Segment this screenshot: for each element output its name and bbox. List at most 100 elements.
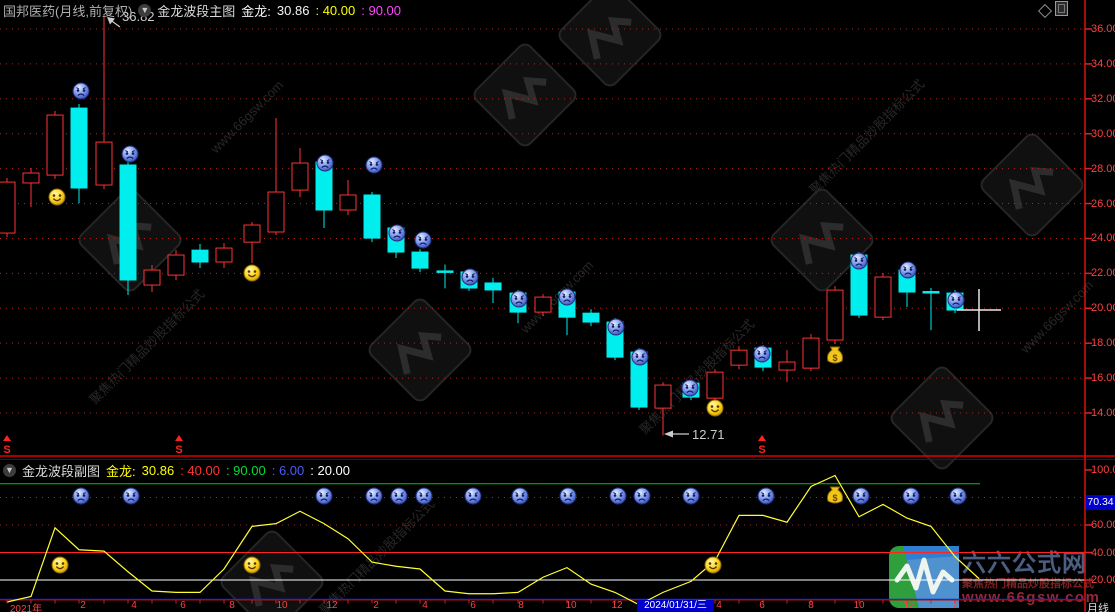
sub-param-2: : 40.00 — [180, 463, 220, 478]
sell-signal-marker: S — [758, 435, 766, 456]
svg-text:S: S — [758, 444, 765, 456]
svg-text:$: $ — [832, 493, 837, 503]
time-axis-label: 4 — [716, 600, 722, 611]
main-indicator-name: 金龙波段主图 — [157, 4, 236, 19]
sub-axis-label: 100.00 — [1091, 464, 1115, 476]
sad-face-icon — [415, 487, 433, 505]
candle[interactable] — [484, 277, 502, 304]
price-axis-label: 14.00 — [1091, 406, 1115, 419]
price-axis-label: 20.00 — [1091, 302, 1115, 315]
chevron-down-icon[interactable]: ▼ — [138, 4, 152, 17]
candle[interactable] — [778, 350, 796, 383]
sad-face-icon — [315, 487, 333, 505]
watermark-text: www.66gsw.com — [207, 78, 286, 157]
candle[interactable] — [46, 111, 64, 179]
main-chart-header: 国邦医药(月线,前复权) ▼ 金龙波段主图 金龙: 30.86 : 40.00 … — [3, 1, 401, 20]
candle[interactable] — [922, 288, 940, 331]
time-axis-label: 4 — [422, 600, 428, 611]
watermark-layer: www.66gsw.com www.66gsw.com 聚焦热门精品炒股指标公式 ww… — [78, 0, 1096, 612]
time-axis-label: 4 — [131, 600, 137, 611]
candle[interactable] — [215, 242, 233, 268]
candle[interactable] — [582, 309, 600, 327]
candle[interactable] — [243, 222, 261, 264]
sub-param-label: 金龙: — [106, 464, 136, 479]
candle[interactable] — [167, 250, 185, 280]
time-axis-label: 2 — [80, 600, 86, 611]
candle[interactable] — [411, 249, 429, 272]
svg-text:S: S — [3, 444, 10, 456]
sad-face-icon — [122, 487, 140, 505]
smiley-face-icon — [704, 556, 722, 574]
watermark-text: 聚焦热门精品炒股指标公式 — [806, 76, 927, 197]
watermark-text: 聚焦热门精品炒股指标公式 — [636, 316, 757, 437]
main-param-2: : 40.00 — [315, 3, 356, 18]
candle[interactable] — [436, 264, 454, 289]
sad-face-icon — [510, 290, 528, 308]
sad-face-icon — [365, 156, 383, 174]
sad-face-icon — [121, 145, 139, 163]
price-axis-label: 28.00 — [1091, 162, 1115, 175]
chevron-down-icon[interactable]: ▼ — [3, 464, 16, 477]
sub-axis-label: 60.00 — [1091, 519, 1115, 531]
watermark-text: 聚焦热门精品炒股指标公式 — [86, 286, 207, 407]
svg-text:S: S — [175, 444, 182, 456]
time-axis-label: 6 — [180, 600, 186, 611]
candle[interactable] — [291, 148, 309, 198]
sad-face-icon — [461, 268, 479, 286]
sad-face-icon — [633, 487, 651, 505]
smiley-face-icon — [243, 556, 261, 574]
sub-axis-label: 40.00 — [1091, 546, 1115, 559]
candle[interactable] — [730, 346, 748, 370]
candle[interactable] — [95, 14, 113, 190]
candle[interactable] — [191, 244, 209, 268]
candle[interactable] — [22, 167, 40, 208]
sad-face-icon — [681, 379, 699, 397]
sad-face-icon — [72, 82, 90, 100]
sad-face-icon — [902, 487, 920, 505]
candle[interactable] — [119, 159, 137, 296]
candle[interactable] — [267, 118, 285, 235]
price-axis-label: 26.00 — [1091, 197, 1115, 210]
indicator-line — [6, 474, 980, 606]
sub-chart-header: ▼ 金龙波段副图 金龙: 30.86 : 40.00 : 90.00 : 6.0… — [3, 461, 350, 480]
sad-face-icon — [753, 345, 771, 363]
candle[interactable] — [654, 382, 672, 436]
watermark-text: www.66gsw.com — [517, 258, 596, 337]
sad-face-icon — [464, 487, 482, 505]
candle[interactable] — [363, 192, 381, 243]
time-axis-label: 2021年 — [9, 604, 43, 612]
candle[interactable] — [143, 264, 161, 293]
candle[interactable] — [339, 179, 357, 216]
candle[interactable] — [874, 273, 892, 321]
time-axis-label: 8 — [808, 600, 814, 611]
time-axis-label: 10 — [276, 600, 288, 611]
price-axis-label: 22.00 — [1091, 267, 1115, 280]
sub-param-3: : 90.00 — [225, 463, 266, 478]
price-axis-label: 32.00 — [1091, 92, 1115, 105]
time-axis-label: 8 — [518, 600, 524, 611]
candle[interactable] — [706, 369, 724, 403]
money-bag-icon: $ — [827, 486, 843, 504]
sad-face-icon — [607, 318, 625, 336]
candle[interactable] — [70, 104, 88, 204]
period-label[interactable]: 月线 — [1087, 603, 1109, 612]
sub-indicator-name: 金龙波段副图 — [22, 464, 101, 479]
time-axis-label: 6 — [759, 600, 765, 611]
main-param-3: : 90.00 — [361, 3, 401, 18]
brand-tagline: 聚焦热门精品炒股指标公式 — [962, 578, 1094, 590]
candle[interactable] — [802, 334, 820, 372]
time-axis-label: 2 — [373, 600, 379, 611]
stock-title: 国邦医药(月线,前复权) — [3, 4, 133, 19]
price-axis-label: 16.00 — [1091, 372, 1115, 385]
low-price-annotation: 12.71 — [692, 427, 725, 442]
time-axis-label: 6 — [470, 600, 476, 611]
sub-axis-label: 20.00 — [1091, 574, 1115, 586]
brand-url: www.66gsw.com — [962, 589, 1101, 606]
time-axis-label: 12 — [326, 600, 338, 611]
candle[interactable] — [826, 286, 844, 345]
crosshair-cursor[interactable] — [957, 289, 1001, 331]
candle[interactable] — [534, 294, 552, 317]
window-panel-icon[interactable] — [1055, 1, 1068, 16]
candle[interactable] — [0, 178, 16, 238]
